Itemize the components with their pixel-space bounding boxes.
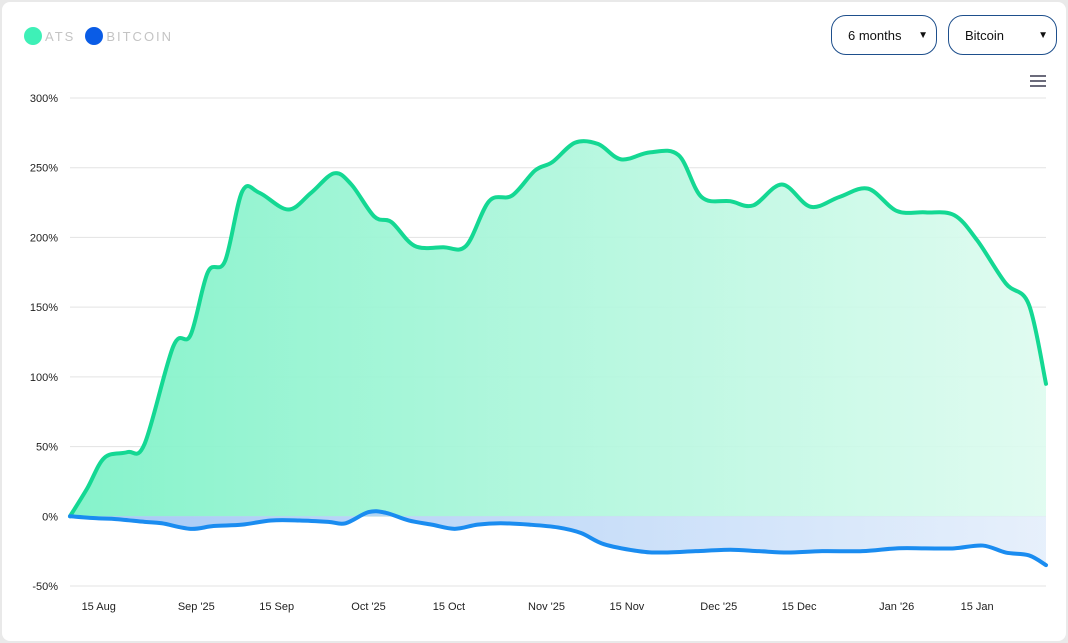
period-select[interactable]: 6 months ▼	[831, 15, 937, 55]
series-line-bitcoin[interactable]	[68, 509, 1048, 568]
x-tick-label: 15 Jan	[961, 601, 994, 613]
series-layer	[68, 138, 1048, 568]
x-tick-label: 15 Sep	[259, 601, 294, 613]
asset-select[interactable]: Bitcoin ▼	[948, 15, 1057, 55]
x-tick-label: 15 Oct	[433, 601, 465, 613]
y-tick-label: 300%	[30, 93, 58, 105]
y-tick-label: -50%	[32, 581, 58, 593]
chevron-down-icon: ▼	[1038, 29, 1048, 41]
y-tick-label: 150%	[30, 302, 58, 314]
x-tick-label: Oct '25	[351, 601, 386, 613]
y-tick-label: 50%	[36, 442, 58, 454]
x-tick-label: 15 Nov	[609, 601, 644, 613]
y-tick-label: 250%	[30, 163, 58, 175]
series-area-bitcoin	[70, 511, 1046, 566]
period-select-value: 6 months	[848, 27, 902, 43]
hamburger-menu-icon[interactable]	[1030, 73, 1048, 89]
y-tick-label: 100%	[30, 372, 58, 384]
x-tick-label: Jan '26	[879, 601, 914, 613]
chevron-down-icon: ▼	[918, 29, 928, 41]
y-axis-ticks: 300% 250% 200% 150% 100% 50% 0% -50%	[30, 93, 58, 593]
asset-select-value: Bitcoin	[965, 27, 1005, 43]
legend-item-bitcoin[interactable]: BITCOIN	[85, 27, 173, 45]
x-tick-label: Sep '25	[178, 601, 215, 613]
legend-marker-ats	[24, 27, 42, 45]
y-tick-label: 0%	[42, 511, 58, 523]
x-tick-label: Nov '25	[528, 601, 565, 613]
x-tick-label: 15 Aug	[82, 601, 116, 613]
legend-label-ats: ATS	[45, 28, 76, 44]
x-tick-label: Dec '25	[700, 601, 737, 613]
chart-legend: ATS BITCOIN	[24, 27, 183, 45]
series-line-ats[interactable]	[68, 138, 1048, 519]
y-tick-label: 200%	[30, 232, 58, 244]
series-area-ats	[70, 140, 1046, 517]
x-tick-label: 15 Dec	[782, 601, 817, 613]
legend-label-bitcoin: BITCOIN	[106, 28, 174, 44]
legend-item-ats[interactable]: ATS	[24, 27, 75, 45]
legend-marker-bitcoin	[85, 27, 104, 45]
x-axis-ticks: 15 Aug Sep '25 15 Sep Oct '25 15 Oct Nov '25 1…	[82, 601, 994, 613]
